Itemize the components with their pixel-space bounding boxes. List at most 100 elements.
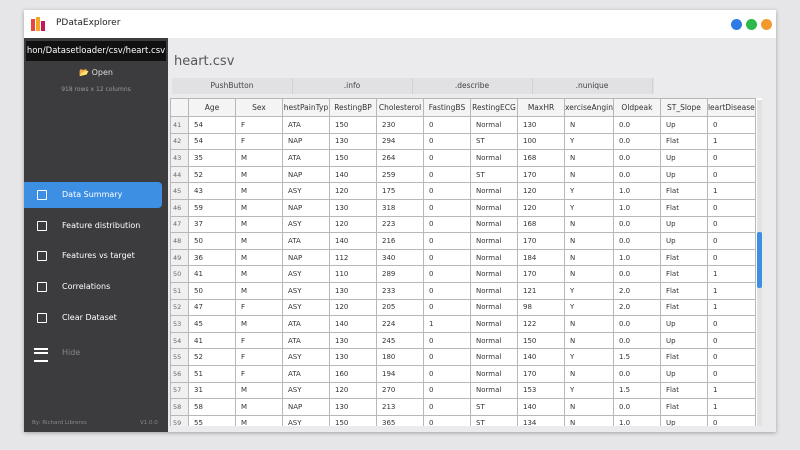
window-button[interactable]	[731, 19, 742, 30]
cell: 168	[517, 149, 565, 167]
row-index: 48	[170, 232, 189, 250]
column-header[interactable]: leartDisease	[706, 98, 756, 117]
cell: Y	[564, 298, 614, 317]
cell: M	[235, 414, 283, 426]
cell: 1.0	[612, 248, 661, 267]
cell: 0	[423, 232, 471, 250]
cell: 52	[188, 348, 236, 366]
cell: 130	[329, 398, 377, 416]
column-header[interactable]: hestPainTyp	[282, 98, 330, 117]
cell: 0	[423, 165, 471, 184]
column-header[interactable]: ST_Slope	[659, 98, 708, 117]
cell: Flat	[659, 132, 708, 151]
cell: 52	[188, 165, 236, 184]
cell: 134	[517, 414, 565, 426]
cell: 1	[706, 265, 756, 283]
column-header[interactable]: RestingBP	[329, 98, 377, 117]
column-header[interactable]: xerciseAngin	[564, 98, 614, 117]
cell: 120	[329, 215, 377, 234]
cell: Flat	[659, 265, 708, 283]
cell: 140	[329, 232, 377, 250]
cell: 150	[329, 414, 377, 426]
cell: 120	[517, 182, 565, 200]
column-header[interactable]: Sex	[235, 98, 283, 117]
cell: ST	[470, 165, 518, 184]
cell: Y	[564, 182, 614, 200]
cell: 120	[517, 198, 565, 217]
nav-item[interactable]: Features vs target	[24, 243, 162, 269]
cell: 41	[188, 265, 236, 283]
cell: Normal	[470, 348, 518, 366]
cell: 0	[423, 248, 471, 267]
column-header[interactable]: Cholesterol	[376, 98, 424, 117]
cell: 130	[329, 331, 377, 350]
cell: Normal	[470, 298, 518, 317]
column-header[interactable]: RestingECG	[470, 98, 518, 117]
cell: 0	[706, 248, 756, 267]
cell: 0.0	[612, 331, 661, 350]
cell: 130	[329, 132, 377, 151]
cell: Normal	[470, 215, 518, 234]
window-button[interactable]	[761, 19, 772, 30]
cell: M	[235, 232, 283, 250]
cell: Normal	[470, 281, 518, 300]
cell: 140	[517, 398, 565, 416]
column-header[interactable]: Oldpeak	[612, 98, 661, 117]
cell: N	[564, 149, 614, 167]
tab[interactable]: .describe	[412, 78, 533, 94]
tab[interactable]: .info	[292, 78, 413, 94]
cell: 0.0	[612, 149, 661, 167]
tab[interactable]: PushButton	[172, 78, 293, 94]
column-header[interactable]: FastingBS	[423, 98, 471, 117]
column-header[interactable]: MaxHR	[517, 98, 565, 117]
cell: Up	[659, 315, 708, 333]
cell: 150	[329, 116, 377, 134]
table-row: 42 54 F NAP 130 294 0 ST 100 Y 0.0 Flat 1	[170, 132, 756, 151]
cell: Up	[659, 215, 708, 234]
table-row: 57 31 M ASY 120 270 0 Normal 153 Y 1.5 Flat 1	[170, 381, 756, 400]
nav-item[interactable]: Correlations	[24, 274, 162, 300]
table-row: 41 54 F ATA 150 230 0 Normal 130 N 0.0 Up 0	[170, 116, 756, 134]
dataset-info: 918 rows x 12 columns	[61, 86, 131, 93]
table-row: 59 55 M ASY 150 365 0 ST 134 N 1.0 Up 0	[170, 414, 756, 426]
cell: N	[564, 364, 614, 383]
version: V1.0.0	[140, 420, 158, 426]
cell: Flat	[659, 298, 708, 317]
row-index: 54	[170, 331, 189, 350]
cell: Up	[659, 165, 708, 184]
cell: N	[564, 265, 614, 283]
cell: 170	[517, 265, 565, 283]
cell: N	[564, 414, 614, 426]
nav-item[interactable]: Clear Dataset	[24, 305, 162, 331]
cell: NAP	[282, 165, 330, 184]
app-title: PDataExplorer	[56, 18, 121, 28]
table-row: 50 41 M ASY 110 289 0 Normal 170 N 0.0 Flat 1	[170, 265, 756, 283]
table-row: 44 52 M NAP 140 259 0 ST 170 N 0.0 Up 0	[170, 165, 756, 184]
column-header[interactable]: Age	[188, 98, 236, 117]
cell: Flat	[659, 348, 708, 366]
tab[interactable]: .nunique	[532, 78, 653, 94]
open-button[interactable]: 📂 Open	[79, 68, 113, 77]
cell: 0	[423, 348, 471, 366]
app-logo	[31, 17, 45, 31]
cell: ATA	[282, 315, 330, 333]
row-index: 53	[170, 315, 189, 333]
cell: Up	[659, 414, 708, 426]
cell: 120	[329, 381, 377, 400]
table-row: 54 41 F ATA 130 245 0 Normal 150 N 0.0 Up 0	[170, 331, 756, 350]
cell: 0	[423, 331, 471, 350]
cell: 0.0	[612, 265, 661, 283]
window-button[interactable]	[746, 19, 757, 30]
scroll-thumb[interactable]	[757, 232, 762, 288]
cell: F	[235, 298, 283, 317]
cell: ATA	[282, 116, 330, 134]
cell: Normal	[470, 381, 518, 400]
cell: Y	[564, 281, 614, 300]
nav-item[interactable]: Data Summary	[24, 182, 162, 208]
nav-item[interactable]: Feature distribution	[24, 213, 162, 239]
hide-button[interactable]: Hide	[62, 348, 81, 357]
sidebar: hon/Datasetloader/csv/heart.csv 📂 Open 9…	[24, 38, 168, 432]
cell: 175	[376, 182, 424, 200]
cell: 54	[188, 132, 236, 151]
